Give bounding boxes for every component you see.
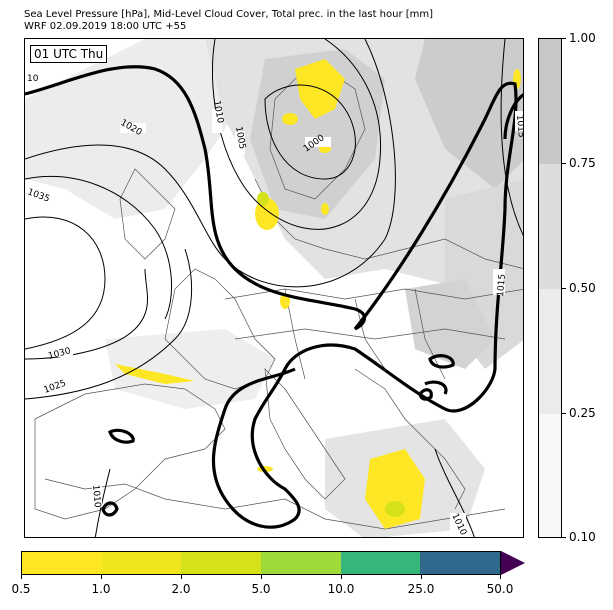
label-bg — [305, 137, 331, 147]
label-bg — [92, 483, 102, 507]
cloud-bar-segment — [539, 414, 561, 537]
precip-tick-label: 5.0 — [251, 582, 271, 596]
coastline — [264, 368, 346, 500]
border — [234, 328, 506, 340]
weather-map[interactable]: 10 1010 1005 1000 1020 1035 1030 1025 10… — [24, 38, 524, 538]
cloud-cover-layer — [25, 39, 523, 537]
coastline — [119, 168, 176, 260]
label-bg — [120, 123, 146, 133]
cloud-tick-label: 1.00 — [569, 31, 596, 45]
chart-subtitle: WRF 02.09.2019 18:00 UTC +55 — [24, 21, 187, 32]
bold-isobar — [424, 380, 448, 395]
label-bg — [450, 513, 466, 535]
bold-isobar — [101, 501, 119, 517]
isobar — [25, 248, 193, 400]
cloud-cover-colorbar — [538, 38, 562, 538]
precip-tick-label: 1.0 — [91, 582, 111, 596]
precip-bar-segment — [22, 552, 102, 574]
precip-tick-label: 25.0 — [407, 582, 435, 596]
cloud-tick — [562, 413, 566, 414]
cloud-tick — [562, 163, 566, 164]
cloud-tick — [562, 288, 566, 289]
bold-isobar-layer — [25, 65, 523, 529]
cloud-area — [250, 49, 385, 219]
isobar-label: 1010 — [211, 100, 225, 125]
isobar-label: 1015 — [514, 114, 524, 138]
label-bg — [25, 193, 51, 203]
coastline — [34, 383, 226, 520]
cloud-tick-label: 0.10 — [569, 530, 596, 544]
precip-tick-label: 0.5 — [11, 582, 31, 596]
precip-extend-arrow — [501, 551, 525, 575]
isobar-label: 10 — [27, 74, 39, 84]
bold-isobar — [503, 93, 523, 140]
isobar — [25, 39, 396, 288]
bold-isobar — [108, 428, 135, 444]
isobar-label: 1015 — [496, 274, 508, 298]
coastline — [164, 268, 276, 390]
precip-bar-segment — [261, 552, 341, 574]
precip-bar-segment — [340, 552, 421, 574]
cloud-tick — [562, 537, 566, 538]
precip-cell — [365, 449, 425, 529]
coastline — [254, 178, 523, 269]
isobar — [212, 39, 382, 230]
bold-isobar — [211, 81, 518, 529]
cloud-area — [405, 279, 495, 369]
precip-bar-segment — [101, 552, 182, 574]
border — [354, 298, 386, 370]
cloud-bar-segment — [539, 289, 561, 414]
precip-tick — [261, 575, 262, 579]
bold-isobar — [418, 388, 433, 401]
precip-cell — [282, 113, 298, 125]
isobar-label: 1005 — [233, 126, 247, 150]
chart-title: Sea Level Pressure [hPa], Mid-Level Clou… — [24, 9, 434, 20]
coastline — [44, 478, 506, 530]
label-bg — [493, 269, 505, 295]
precip-tick-label: 50.0 — [486, 582, 514, 596]
label-bg — [235, 131, 245, 155]
cloud-tick-label: 0.50 — [569, 281, 596, 295]
isobar — [264, 84, 356, 180]
cloud-tick — [562, 38, 566, 39]
label-bg — [25, 72, 41, 82]
cloud-bar-segment — [539, 164, 561, 289]
isobar-label: 1010 — [90, 484, 102, 508]
cloud-tick-label: 0.25 — [569, 406, 596, 420]
cloud-area — [415, 39, 523, 189]
isobar — [25, 216, 106, 350]
coastline — [354, 368, 466, 510]
precip-tick — [341, 575, 342, 579]
precip-cell — [385, 501, 405, 517]
isobar — [434, 448, 475, 537]
isobar — [500, 39, 523, 236]
map-canvas: 10 1010 1005 1000 1020 1035 1030 1025 10… — [25, 39, 524, 537]
precip-cell — [321, 203, 329, 215]
precip-cell — [257, 192, 269, 206]
precip-tick — [500, 575, 501, 579]
cloud-bar-segment — [539, 39, 561, 164]
label-bg — [212, 109, 222, 133]
bold-isobar — [25, 65, 366, 331]
coastline-layer — [34, 68, 523, 530]
isobar-labels: 10 1010 1005 1000 1020 1035 1030 1025 10… — [25, 72, 524, 537]
precip-tick-label: 2.0 — [171, 582, 191, 596]
isobar — [25, 175, 173, 320]
precip-tick — [101, 575, 102, 579]
label-bg — [45, 379, 71, 389]
label-bg — [515, 111, 523, 131]
precip-bar-segment — [420, 552, 501, 574]
isobar — [94, 468, 111, 537]
precip-tick-label: 10.0 — [327, 582, 355, 596]
precip-tick — [421, 575, 422, 579]
cloud-area — [105, 329, 275, 409]
bold-isobar — [428, 354, 455, 369]
valid-time-label: 01 UTC Thu — [30, 45, 108, 63]
precip-tick — [21, 575, 22, 579]
precip-colorbar — [21, 551, 501, 575]
label-bg — [47, 347, 73, 357]
precip-bar-segment — [181, 552, 262, 574]
precip-tick — [181, 575, 182, 579]
cloud-tick-label: 0.75 — [569, 156, 596, 170]
